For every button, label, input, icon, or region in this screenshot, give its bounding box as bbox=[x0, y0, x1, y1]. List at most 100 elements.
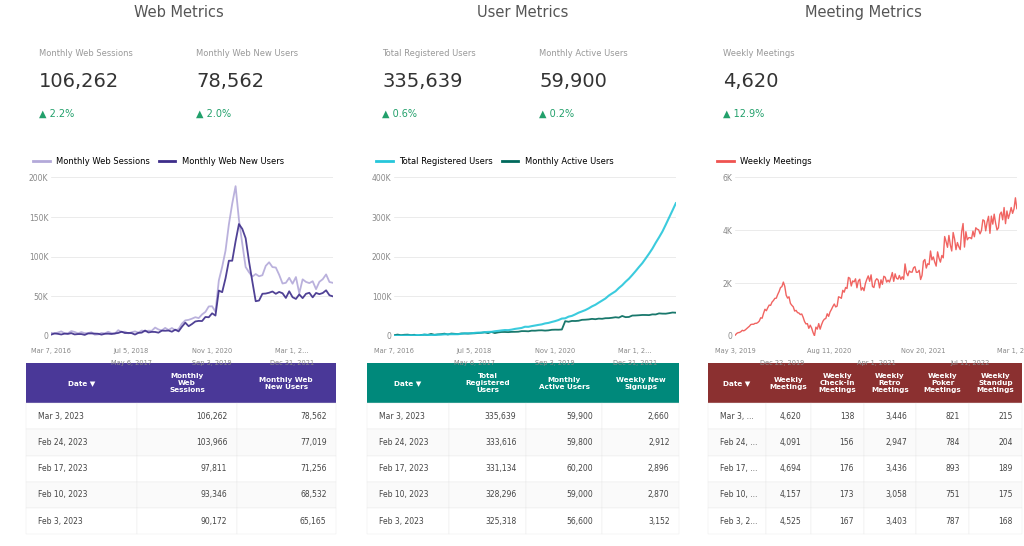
Text: Nov 20, 2021: Nov 20, 2021 bbox=[901, 348, 945, 354]
Bar bbox=[708, 429, 766, 455]
Text: May 6, 2017: May 6, 2017 bbox=[454, 360, 495, 366]
Text: 106,262: 106,262 bbox=[39, 72, 120, 91]
Bar bbox=[766, 403, 811, 429]
Text: 59,900: 59,900 bbox=[566, 412, 593, 420]
Bar bbox=[450, 508, 526, 535]
Bar bbox=[916, 482, 969, 508]
Bar bbox=[766, 363, 811, 403]
Text: 59,000: 59,000 bbox=[566, 490, 593, 500]
Bar bbox=[969, 429, 1022, 455]
Bar bbox=[766, 482, 811, 508]
Text: Weekly
Retro
Meetings: Weekly Retro Meetings bbox=[871, 373, 908, 393]
Text: 138: 138 bbox=[840, 412, 854, 420]
Text: Feb 17, 2023: Feb 17, 2023 bbox=[38, 464, 87, 473]
Text: 784: 784 bbox=[945, 438, 959, 447]
Text: Mar 3, ...: Mar 3, ... bbox=[720, 412, 754, 420]
Bar bbox=[863, 363, 916, 403]
Bar bbox=[237, 508, 336, 535]
Text: Mar 7, 2016: Mar 7, 2016 bbox=[32, 348, 71, 354]
Text: Weekly New
Signups: Weekly New Signups bbox=[615, 377, 666, 389]
Bar bbox=[137, 363, 237, 403]
Text: 4,620: 4,620 bbox=[779, 412, 801, 420]
Bar bbox=[602, 455, 679, 482]
Bar bbox=[137, 403, 237, 429]
Text: Monthly
Active Users: Monthly Active Users bbox=[539, 377, 590, 389]
Bar bbox=[26, 363, 137, 403]
Text: Mar 3, 2023: Mar 3, 2023 bbox=[38, 412, 84, 420]
Bar bbox=[811, 508, 863, 535]
Text: Date ▼: Date ▼ bbox=[68, 380, 95, 386]
Text: Feb 10, ...: Feb 10, ... bbox=[720, 490, 758, 500]
Text: ▲ 12.9%: ▲ 12.9% bbox=[723, 108, 764, 118]
Text: Aug 11, 2020: Aug 11, 2020 bbox=[807, 348, 851, 354]
Text: Mar 1, 2...: Mar 1, 2... bbox=[618, 348, 651, 354]
Text: Meeting Metrics: Meeting Metrics bbox=[805, 5, 922, 20]
Text: Weekly
Poker
Meetings: Weekly Poker Meetings bbox=[924, 373, 962, 393]
Legend: Weekly Meetings: Weekly Meetings bbox=[714, 153, 815, 169]
Text: Monthly Active Users: Monthly Active Users bbox=[540, 49, 628, 58]
Text: Feb 24, 2023: Feb 24, 2023 bbox=[379, 438, 429, 447]
Bar bbox=[708, 455, 766, 482]
Text: 71,256: 71,256 bbox=[300, 464, 327, 473]
Text: 60,200: 60,200 bbox=[566, 464, 593, 473]
Bar bbox=[708, 363, 766, 403]
Legend: Total Registered Users, Monthly Active Users: Total Registered Users, Monthly Active U… bbox=[373, 153, 617, 169]
Text: Feb 10, 2023: Feb 10, 2023 bbox=[38, 490, 87, 500]
Bar bbox=[602, 363, 679, 403]
Bar bbox=[708, 482, 766, 508]
Text: Apr 1, 2021: Apr 1, 2021 bbox=[857, 360, 895, 366]
Text: 93,346: 93,346 bbox=[201, 490, 227, 500]
Text: Monthly
Web
Sessions: Monthly Web Sessions bbox=[169, 373, 205, 393]
Bar bbox=[137, 482, 237, 508]
Bar bbox=[237, 363, 336, 403]
Text: 3,403: 3,403 bbox=[885, 517, 907, 526]
Text: Nov 1, 2020: Nov 1, 2020 bbox=[535, 348, 574, 354]
Text: User Metrics: User Metrics bbox=[476, 5, 568, 20]
Text: 2,912: 2,912 bbox=[648, 438, 670, 447]
Text: Feb 10, 2023: Feb 10, 2023 bbox=[379, 490, 429, 500]
Bar bbox=[916, 455, 969, 482]
Bar bbox=[916, 363, 969, 403]
Bar bbox=[526, 455, 602, 482]
Text: Weekly Meetings: Weekly Meetings bbox=[723, 49, 795, 58]
Text: Jul 5, 2018: Jul 5, 2018 bbox=[114, 348, 150, 354]
Bar bbox=[969, 403, 1022, 429]
Text: 78,562: 78,562 bbox=[300, 412, 327, 420]
Bar bbox=[708, 403, 766, 429]
Text: 189: 189 bbox=[998, 464, 1013, 473]
Text: Mar 1, 2023: Mar 1, 2023 bbox=[997, 348, 1024, 354]
Text: 3,152: 3,152 bbox=[648, 517, 670, 526]
Text: Nov 1, 2020: Nov 1, 2020 bbox=[191, 348, 231, 354]
Bar bbox=[969, 455, 1022, 482]
Bar bbox=[237, 482, 336, 508]
Bar bbox=[863, 403, 916, 429]
Text: Dec 31, 2021: Dec 31, 2021 bbox=[270, 360, 314, 366]
Text: 751: 751 bbox=[945, 490, 959, 500]
Text: 68,532: 68,532 bbox=[300, 490, 327, 500]
Bar bbox=[137, 508, 237, 535]
Bar bbox=[26, 482, 137, 508]
Text: 176: 176 bbox=[840, 464, 854, 473]
Legend: Monthly Web Sessions, Monthly Web New Users: Monthly Web Sessions, Monthly Web New Us… bbox=[30, 153, 288, 169]
Bar bbox=[766, 429, 811, 455]
Text: 175: 175 bbox=[998, 490, 1013, 500]
Text: 106,262: 106,262 bbox=[196, 412, 227, 420]
Text: 3,058: 3,058 bbox=[885, 490, 907, 500]
Bar bbox=[526, 508, 602, 535]
Text: 77,019: 77,019 bbox=[300, 438, 327, 447]
Text: Mar 1, 2...: Mar 1, 2... bbox=[275, 348, 308, 354]
Text: Weekly
Meetings: Weekly Meetings bbox=[769, 377, 807, 389]
Text: 215: 215 bbox=[998, 412, 1013, 420]
Bar bbox=[237, 429, 336, 455]
Text: 4,620: 4,620 bbox=[723, 72, 778, 91]
Text: Mar 7, 2016: Mar 7, 2016 bbox=[375, 348, 414, 354]
Text: 156: 156 bbox=[840, 438, 854, 447]
Text: 168: 168 bbox=[998, 517, 1013, 526]
Text: Dec 22, 2019: Dec 22, 2019 bbox=[760, 360, 805, 366]
Text: Feb 3, 2023: Feb 3, 2023 bbox=[38, 517, 83, 526]
Bar bbox=[969, 508, 1022, 535]
Text: Weekly
Check-In
Meetings: Weekly Check-In Meetings bbox=[818, 373, 856, 393]
Bar bbox=[969, 363, 1022, 403]
Bar bbox=[863, 429, 916, 455]
Text: 333,616: 333,616 bbox=[485, 438, 516, 447]
